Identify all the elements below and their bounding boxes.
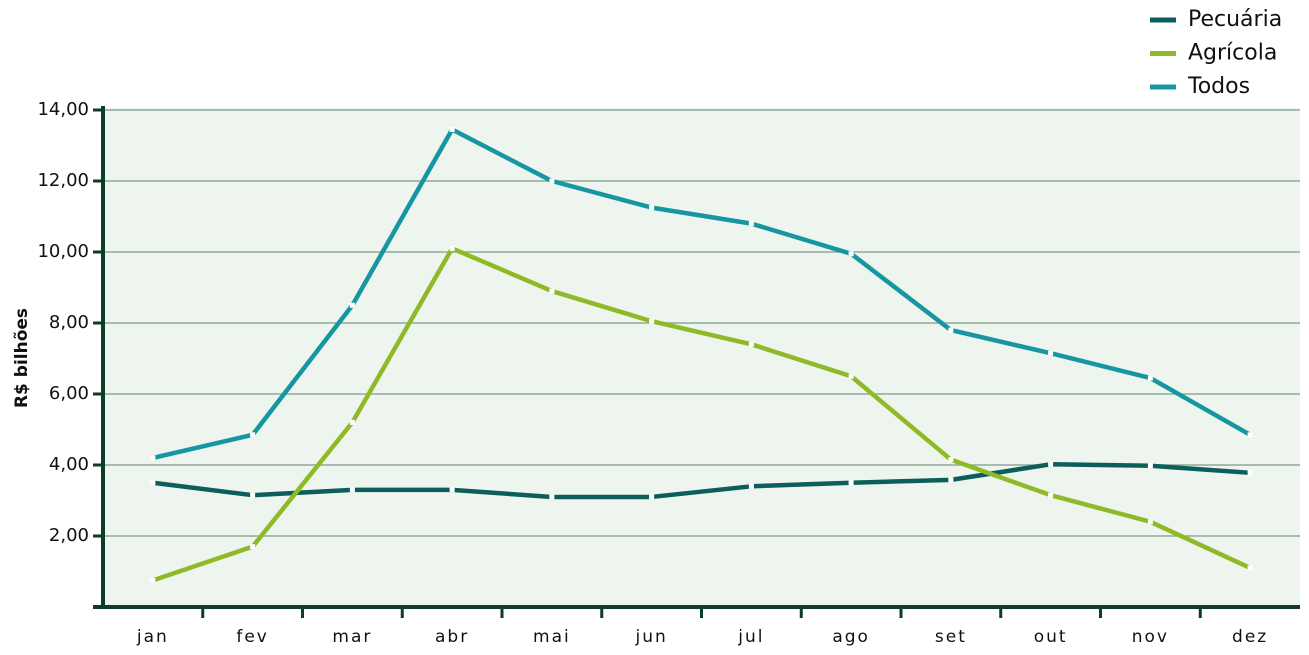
y-tick-label: 10,00 (37, 241, 89, 262)
point-marker (1147, 463, 1153, 469)
point-marker (449, 245, 455, 251)
point-marker (349, 302, 355, 308)
point-marker (549, 178, 555, 184)
x-tick-label: jun (634, 627, 667, 647)
point-marker (1147, 519, 1153, 525)
point-marker (1247, 432, 1253, 438)
y-tick-label: 2,00 (49, 525, 89, 546)
point-marker (948, 327, 954, 333)
point-marker (748, 221, 754, 227)
y-axis-label: R$ bilhões (12, 308, 32, 408)
x-tick-label: abr (435, 627, 469, 647)
point-marker (1247, 470, 1253, 476)
point-marker (649, 494, 655, 500)
point-marker (948, 457, 954, 463)
point-marker (1048, 461, 1054, 467)
point-marker (250, 432, 256, 438)
point-marker (549, 494, 555, 500)
point-marker (150, 480, 156, 486)
point-marker (848, 480, 854, 486)
y-tick-label: 4,00 (49, 454, 89, 475)
y-tick-label: 12,00 (37, 170, 89, 191)
x-tick-label: set (935, 627, 967, 647)
x-tick-label: out (1034, 627, 1068, 647)
point-marker (250, 544, 256, 550)
x-tick-label: ago (832, 627, 870, 647)
point-marker (250, 492, 256, 498)
plot-area (103, 108, 1300, 607)
line-series (152, 127, 1252, 461)
point-marker (150, 577, 156, 583)
legend-label: Agrícola (1188, 41, 1277, 66)
line-series (152, 246, 1252, 583)
point-marker (349, 487, 355, 493)
x-tick-label: jan (136, 627, 169, 647)
y-tick-label: 8,00 (49, 312, 89, 333)
point-marker (1147, 375, 1153, 381)
x-tick-label: mar (332, 627, 372, 647)
point-marker (150, 455, 156, 461)
point-marker (1048, 350, 1054, 356)
point-marker (848, 251, 854, 257)
y-tick-label: 6,00 (49, 383, 89, 404)
point-marker (649, 318, 655, 324)
x-tick-label: dez (1232, 627, 1268, 647)
x-tick-label: mai (533, 627, 571, 647)
point-marker (748, 483, 754, 489)
point-marker (948, 477, 954, 483)
point-marker (848, 373, 854, 379)
legend-label: Pecuária (1188, 7, 1282, 32)
point-marker (549, 288, 555, 294)
x-tick-label: nov (1132, 627, 1169, 647)
point-marker (449, 487, 455, 493)
x-tick-label: fev (236, 627, 269, 647)
point-marker (748, 341, 754, 347)
point-marker (1048, 492, 1054, 498)
legend-label: Todos (1187, 74, 1250, 99)
y-tick-label: 14,00 (37, 99, 89, 120)
point-marker (449, 127, 455, 133)
point-marker (349, 419, 355, 425)
x-tick-label: jul (737, 627, 764, 647)
point-marker (649, 205, 655, 211)
line-series (152, 462, 1251, 500)
point-marker (1247, 565, 1253, 571)
